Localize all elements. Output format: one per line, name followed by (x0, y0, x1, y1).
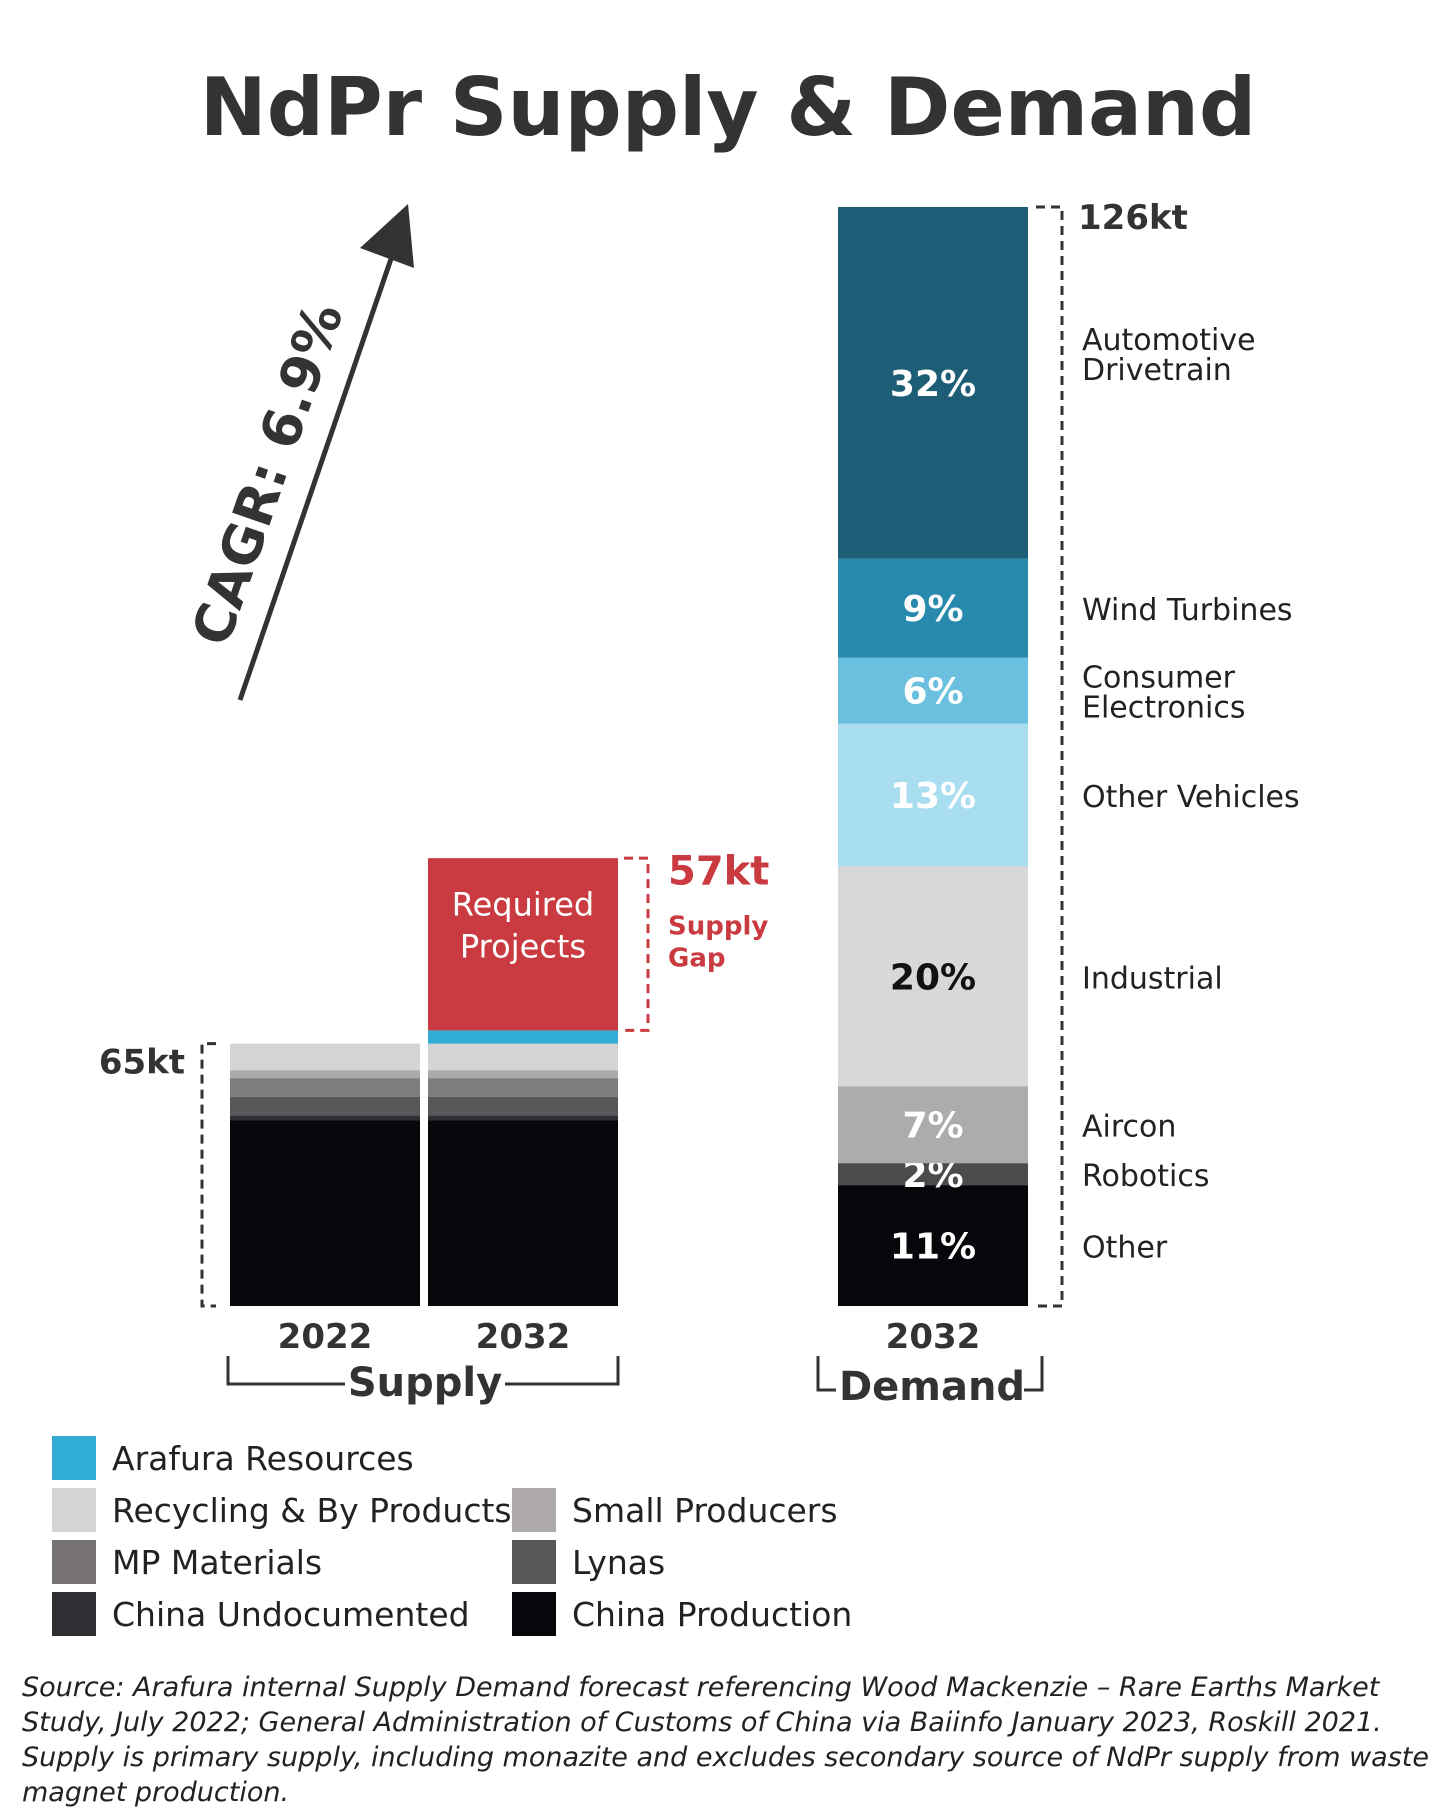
legend-swatch (52, 1436, 96, 1480)
bar-china-production-2032 (428, 1120, 618, 1306)
bar-china-undocumented-2022 (230, 1115, 420, 1121)
bar-demand-automotive-drivetrain (838, 207, 1028, 559)
bar-recycling-by-products-2022 (230, 1043, 420, 1071)
label-gap-text: Gap (668, 943, 726, 973)
legend-item-arafura: Arafura Resources (52, 1436, 512, 1480)
legend-label: Small Producers (572, 1490, 838, 1530)
legend-swatch (52, 1592, 96, 1636)
chart-canvas: NdPr Supply & Demand 65kt57ktSupplyGapRe… (99, 61, 1300, 1410)
cagr-arrow-line (237, 255, 395, 701)
label-cagr: CAGR: 6.9% (180, 295, 356, 654)
category-label-demand-other: Other (1082, 1231, 1168, 1266)
legend-item-china-production: China Production (512, 1592, 972, 1636)
bar-mp-materials-2032 (428, 1078, 618, 1097)
legend-row: Arafura Resources (52, 1432, 1052, 1484)
bar-recycling-by-products-2032 (428, 1043, 618, 1071)
data-label-demand-other-vehicles: 13% (890, 776, 976, 817)
legend-label: China Undocumented (112, 1594, 470, 1634)
bracket-demand-total (1036, 205, 1064, 1308)
bracket-2022-total (200, 1042, 216, 1308)
data-label-demand-consumer-electronics: 6% (902, 672, 963, 713)
legend-row: China Undocumented China Production (52, 1588, 1052, 1640)
legend-item-china-undocumented: China Undocumented (52, 1592, 512, 1636)
tick-label-supply-2032: 2032 (476, 1317, 571, 1357)
legend: Arafura Resources Recycling & By Product… (52, 1432, 1052, 1640)
bracket-supply-gap (624, 856, 650, 1032)
bar-small-producers-2032 (428, 1070, 618, 1079)
chart-title: NdPr Supply & Demand (200, 61, 1257, 154)
category-label-demand-consumer-electronics: Consumer (1082, 661, 1236, 696)
legend-label: China Production (572, 1594, 853, 1634)
category-label-demand-industrial: Industrial (1082, 961, 1223, 996)
legend-label: Lynas (572, 1542, 666, 1582)
category-label-demand-consumer-electronics: Electronics (1082, 691, 1246, 726)
tick-label-supply-2022: 2022 (278, 1317, 373, 1357)
legend-item-recycling: Recycling & By Products (52, 1488, 512, 1532)
category-label-demand-aircon: Aircon (1082, 1110, 1176, 1145)
bar-demand-other-vehicles (838, 723, 1028, 867)
supply-axis-bracket (226, 1356, 620, 1386)
bar-lynas-2022 (230, 1096, 420, 1116)
bar-demand-other (838, 1185, 1028, 1306)
data-label-demand-other: 11% (890, 1227, 976, 1268)
label-demand-total: 126kt (1078, 198, 1188, 238)
legend-swatch (512, 1592, 556, 1636)
supply-axis-label: Supply (348, 1360, 502, 1406)
legend-swatch (52, 1488, 96, 1532)
bar-required-projects-2032 (428, 858, 618, 1031)
data-label-demand-aircon: 7% (902, 1106, 963, 1147)
bar-demand-consumer-electronics (838, 657, 1028, 724)
legend-item-lynas: Lynas (512, 1540, 972, 1584)
legend-label: Recycling & By Products (112, 1490, 512, 1530)
data-label-demand-industrial: 20% (890, 957, 976, 998)
demand-axis-bracket (816, 1356, 1044, 1392)
bar-demand-robotics (838, 1163, 1028, 1186)
label-required-projects: Projects (460, 928, 586, 966)
cagr-arrow-head (360, 204, 414, 268)
bar-demand-wind-turbines (838, 558, 1028, 658)
label-gap-value: 57kt (668, 848, 769, 894)
legend-item-small-producers: Small Producers (512, 1488, 972, 1532)
data-label-demand-wind-turbines: 9% (902, 589, 963, 630)
label-2022-total: 65kt (99, 1043, 185, 1083)
category-label-demand-automotive-drivetrain: Automotive (1082, 323, 1256, 358)
label-gap-text: Supply (668, 911, 768, 941)
legend-swatch (52, 1540, 96, 1584)
legend-item-mp-materials: MP Materials (52, 1540, 512, 1584)
bar-china-undocumented-2032 (428, 1115, 618, 1121)
legend-label: MP Materials (112, 1542, 323, 1582)
legend-row: MP Materials Lynas (52, 1536, 1052, 1588)
category-label-demand-wind-turbines: Wind Turbines (1082, 593, 1293, 628)
legend-swatch (512, 1540, 556, 1584)
bar-arafura-resources-2032 (428, 1030, 618, 1044)
demand-axis-label: Demand (839, 1364, 1025, 1410)
bar-mp-materials-2022 (230, 1078, 420, 1097)
bar-china-production-2022 (230, 1120, 420, 1306)
legend-row: Recycling & By Products Small Producers (52, 1484, 1052, 1536)
bar-demand-industrial (838, 866, 1028, 1087)
bar-demand-aircon (838, 1086, 1028, 1164)
bar-lynas-2032 (428, 1096, 618, 1116)
category-label-demand-robotics: Robotics (1082, 1159, 1209, 1194)
tick-label-demand-2032: 2032 (886, 1317, 981, 1357)
source-note: Source: Arafura internal Supply Demand f… (22, 1672, 1429, 1808)
category-label-demand-automotive-drivetrain: Drivetrain (1082, 353, 1232, 388)
category-label-demand-other-vehicles: Other Vehicles (1082, 780, 1300, 815)
data-label-demand-automotive-drivetrain: 32% (890, 364, 976, 405)
label-required-projects: Required (452, 886, 594, 924)
legend-swatch (512, 1488, 556, 1532)
legend-label: Arafura Resources (112, 1438, 414, 1478)
bar-small-producers-2022 (230, 1070, 420, 1079)
